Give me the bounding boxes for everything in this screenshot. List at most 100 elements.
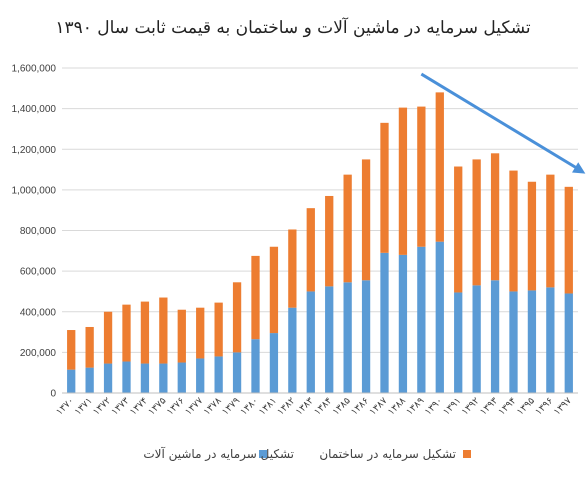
bar-machinery (343, 282, 352, 393)
x-axis-tick-labels: ۱۳۷۰۱۳۷۱۱۳۷۲۱۳۷۳۱۳۷۴۱۳۷۵۱۳۷۶۱۳۷۷۱۳۷۸۱۳۷۹… (54, 395, 574, 417)
x-tick-label: ۱۳۷۶ (165, 395, 187, 417)
x-tick-label: ۱۳۹۳ (478, 395, 500, 417)
x-tick-label: ۱۳۷۷ (183, 395, 205, 417)
x-tick-label: ۱۳۷۲ (91, 395, 113, 417)
bar-construction (288, 229, 297, 308)
x-tick-label: ۱۳۸۷ (367, 395, 389, 417)
bar-machinery (472, 285, 481, 393)
bars (67, 92, 573, 394)
bar-machinery (159, 363, 168, 393)
x-tick-label: ۱۳۷۳ (109, 395, 131, 417)
bar-machinery (435, 241, 444, 393)
bar-construction (546, 174, 555, 288)
bar-machinery (103, 363, 113, 393)
x-tick-label: ۱۳۷۱ (73, 395, 95, 417)
x-tick-label: ۱۳۸۴ (312, 395, 334, 417)
x-tick-label: ۱۳۹۶ (533, 395, 555, 417)
bar-machinery (214, 356, 223, 393)
annotations (420, 72, 586, 174)
y-tick-label: 800,000 (20, 226, 57, 237)
bar-construction (454, 166, 463, 293)
x-tick-label: ۱۳۹۰ (423, 395, 445, 417)
bar-construction (269, 246, 279, 334)
y-tick-label: 400,000 (20, 307, 57, 318)
bar-construction (103, 311, 113, 364)
bar-construction (140, 301, 150, 364)
bar-construction (435, 92, 444, 242)
bar-machinery (269, 333, 279, 393)
bar-construction (490, 153, 500, 281)
x-tick-label: ۱۳۷۵ (146, 395, 168, 417)
bar-construction (325, 195, 334, 287)
bar-machinery (380, 252, 389, 393)
y-axis-tick-labels: 0 200,000 400,000 600,000 800,000 1,000,000 1,… (12, 64, 57, 400)
x-tick-label: ۱۳۹۲ (460, 395, 482, 417)
bar-construction (343, 174, 352, 283)
x-tick-label: ۱۳۸۵ (331, 395, 353, 417)
bar-construction (564, 186, 573, 294)
bar-machinery (196, 358, 205, 393)
bar-construction (398, 107, 408, 255)
bar-construction (159, 297, 168, 364)
bar-construction (177, 309, 186, 363)
trend-arrow-line (420, 72, 581, 171)
bar-machinery (288, 307, 297, 393)
bar-machinery (454, 292, 463, 393)
bar-construction (67, 330, 76, 370)
bar-construction (122, 304, 131, 362)
bar-construction (417, 106, 426, 247)
x-tick-label: ۱۳۹۱ (441, 395, 463, 417)
x-tick-label: ۱۳۸۳ (294, 395, 316, 417)
bar-machinery (546, 287, 555, 394)
bar-construction (251, 255, 260, 340)
gridlines (62, 67, 578, 353)
x-tick-label: ۱۳۹۴ (496, 395, 518, 417)
bar-construction (214, 302, 223, 357)
bar-machinery (509, 291, 518, 393)
legend-swatch-machinery (259, 450, 267, 458)
x-tick-label: ۱۳۸۹ (404, 395, 426, 417)
trend-arrow-head (571, 162, 586, 174)
x-tick-label: ۱۳۷۸ (202, 395, 224, 417)
y-tick-label: 1,400,000 (12, 104, 57, 115)
x-tick-label: ۱۳۸۱ (257, 395, 279, 417)
bar-machinery (398, 254, 408, 394)
bar-construction (306, 208, 315, 292)
bar-construction (85, 326, 94, 368)
y-tick-label: 600,000 (20, 267, 57, 278)
bar-machinery (232, 352, 242, 394)
bar-machinery (251, 339, 260, 393)
x-tick-label: ۱۳۸۸ (386, 395, 408, 417)
x-tick-label: ۱۳۷۰ (54, 395, 76, 417)
chart-title: تشکیل سرمایه در ماشین آلات و ساختمان به … (55, 16, 531, 38)
x-tick-label: ۱۳۸۶ (349, 395, 371, 417)
y-tick-label: 1,000,000 (12, 185, 57, 196)
legend: تشکیل سرمایه در ماشین آلات تشکیل سرمایه … (143, 446, 471, 462)
bar-machinery (140, 363, 150, 393)
legend-label-construction: تشکیل سرمایه در ساختمان (319, 447, 456, 462)
bar-machinery (306, 291, 315, 393)
bar-machinery (122, 361, 131, 393)
x-tick-label: ۱۳۸۲ (275, 395, 297, 417)
y-tick-label: 0 (50, 389, 56, 400)
y-tick-label: 200,000 (20, 348, 57, 359)
bar-construction (472, 159, 481, 286)
bar-construction (380, 122, 389, 253)
bar-machinery (67, 369, 76, 393)
bar-machinery (85, 367, 94, 393)
legend-swatch-construction (463, 450, 471, 458)
bar-machinery (417, 246, 426, 393)
y-tick-label: 1,600,000 (12, 64, 57, 75)
bar-machinery (527, 290, 537, 393)
x-tick-label: ۱۳۷۹ (220, 395, 242, 417)
bar-machinery (490, 280, 500, 393)
x-tick-label: ۱۳۹۷ (552, 395, 574, 417)
bar-machinery (177, 362, 186, 393)
legend-label-machinery: تشکیل سرمایه در ماشین آلات (143, 446, 294, 462)
bar-machinery (361, 280, 371, 393)
x-tick-label: ۱۳۷۴ (128, 395, 150, 417)
bar-machinery (325, 286, 334, 393)
bar-construction (509, 170, 518, 292)
x-tick-label: ۱۳۸۰ (238, 395, 260, 417)
